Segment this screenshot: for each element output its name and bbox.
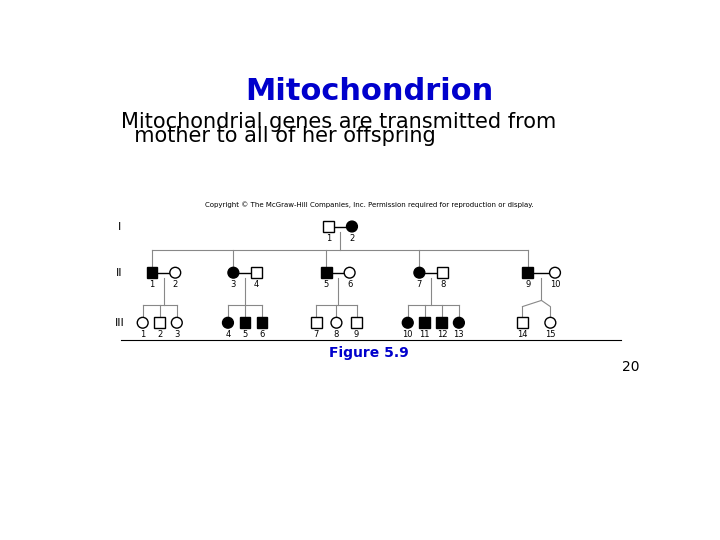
Text: 2: 2 (349, 234, 354, 243)
Text: 7: 7 (314, 330, 319, 340)
Ellipse shape (222, 318, 233, 328)
Text: 8: 8 (440, 280, 445, 289)
Bar (437, 267, 448, 278)
Text: 6: 6 (347, 280, 352, 289)
Bar (147, 267, 158, 278)
Ellipse shape (545, 318, 556, 328)
Ellipse shape (344, 267, 355, 278)
Text: 5: 5 (243, 330, 248, 340)
Text: 11: 11 (420, 330, 430, 340)
Text: 2: 2 (157, 330, 163, 340)
Text: I: I (118, 221, 121, 232)
Text: 4: 4 (254, 280, 259, 289)
Text: Copyright © The McGraw-Hill Companies, Inc. Permission required for reproduction: Copyright © The McGraw-Hill Companies, I… (204, 201, 534, 208)
Text: Mitochondrion: Mitochondrion (245, 77, 493, 106)
Bar (523, 267, 534, 278)
Bar (436, 318, 447, 328)
Text: 7: 7 (417, 280, 422, 289)
Text: 15: 15 (545, 330, 556, 340)
Text: Figure 5.9: Figure 5.9 (329, 346, 409, 360)
Text: 1: 1 (149, 280, 155, 289)
Ellipse shape (402, 318, 413, 328)
Text: 12: 12 (436, 330, 447, 340)
Ellipse shape (454, 318, 464, 328)
Text: 9: 9 (526, 280, 531, 289)
Text: 13: 13 (454, 330, 464, 340)
Bar (256, 318, 267, 328)
Ellipse shape (414, 267, 425, 278)
Ellipse shape (170, 267, 181, 278)
Bar (311, 318, 322, 328)
Text: 3: 3 (174, 330, 179, 340)
Text: III: III (114, 318, 125, 328)
Text: II: II (116, 268, 122, 278)
Bar (351, 318, 362, 328)
Text: 6: 6 (259, 330, 265, 340)
Bar (154, 318, 165, 328)
Text: 10: 10 (550, 280, 560, 289)
Text: 1: 1 (140, 330, 145, 340)
Text: Mitochondrial genes are transmitted from: Mitochondrial genes are transmitted from (121, 112, 557, 132)
Text: 1: 1 (326, 234, 331, 243)
Text: 4: 4 (225, 330, 230, 340)
Ellipse shape (549, 267, 560, 278)
Text: 9: 9 (354, 330, 359, 340)
Ellipse shape (138, 318, 148, 328)
Ellipse shape (171, 318, 182, 328)
Text: 10: 10 (402, 330, 413, 340)
Bar (321, 267, 332, 278)
Text: 2: 2 (173, 280, 178, 289)
Bar (323, 221, 334, 232)
Text: 20: 20 (622, 360, 639, 374)
Text: 3: 3 (230, 280, 236, 289)
Ellipse shape (346, 221, 357, 232)
Text: 14: 14 (517, 330, 528, 340)
Bar (419, 318, 431, 328)
Ellipse shape (331, 318, 342, 328)
Text: mother to all of her offspring: mother to all of her offspring (121, 126, 436, 146)
Ellipse shape (228, 267, 239, 278)
Bar (251, 267, 262, 278)
Bar (517, 318, 528, 328)
Bar (240, 318, 251, 328)
Text: 8: 8 (334, 330, 339, 340)
Text: 5: 5 (324, 280, 329, 289)
